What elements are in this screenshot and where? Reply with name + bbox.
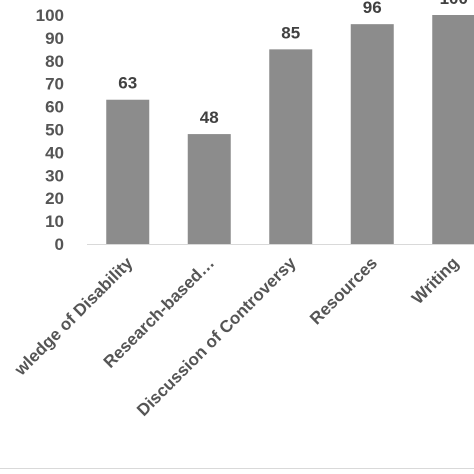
y-tick-label: 100 [36, 6, 64, 25]
y-tick-label: 10 [45, 212, 64, 231]
y-tick-label: 70 [45, 75, 64, 94]
data-label: 85 [281, 23, 300, 42]
y-tick-label: 80 [45, 52, 64, 71]
bar [106, 99, 150, 244]
y-tick-label: 30 [45, 166, 64, 185]
y-axis-ticks: 0 10 20 30 40 50 60 70 80 90 100 [36, 6, 64, 254]
bar [187, 134, 231, 244]
data-label: 96 [363, 0, 382, 17]
category-label: Resources [306, 253, 381, 328]
bar [269, 49, 313, 244]
category-label: Discussion of Controversy [133, 253, 300, 420]
bars [106, 15, 474, 244]
category-label: Writing [408, 253, 463, 308]
y-tick-label: 40 [45, 143, 64, 162]
y-tick-label: 60 [45, 98, 64, 117]
y-tick-label: 90 [45, 29, 64, 48]
bar [432, 15, 474, 244]
y-tick-label: 50 [45, 121, 64, 140]
y-tick-label: 0 [55, 235, 64, 254]
data-labels: 63 48 85 96 100 [118, 0, 468, 127]
bar [350, 24, 394, 244]
data-label: 100 [440, 0, 468, 8]
category-labels: wledge of DisabilityResearch-based…Discu… [10, 253, 462, 420]
data-label: 48 [200, 108, 219, 127]
data-label: 63 [118, 74, 137, 93]
y-tick-label: 20 [45, 189, 64, 208]
